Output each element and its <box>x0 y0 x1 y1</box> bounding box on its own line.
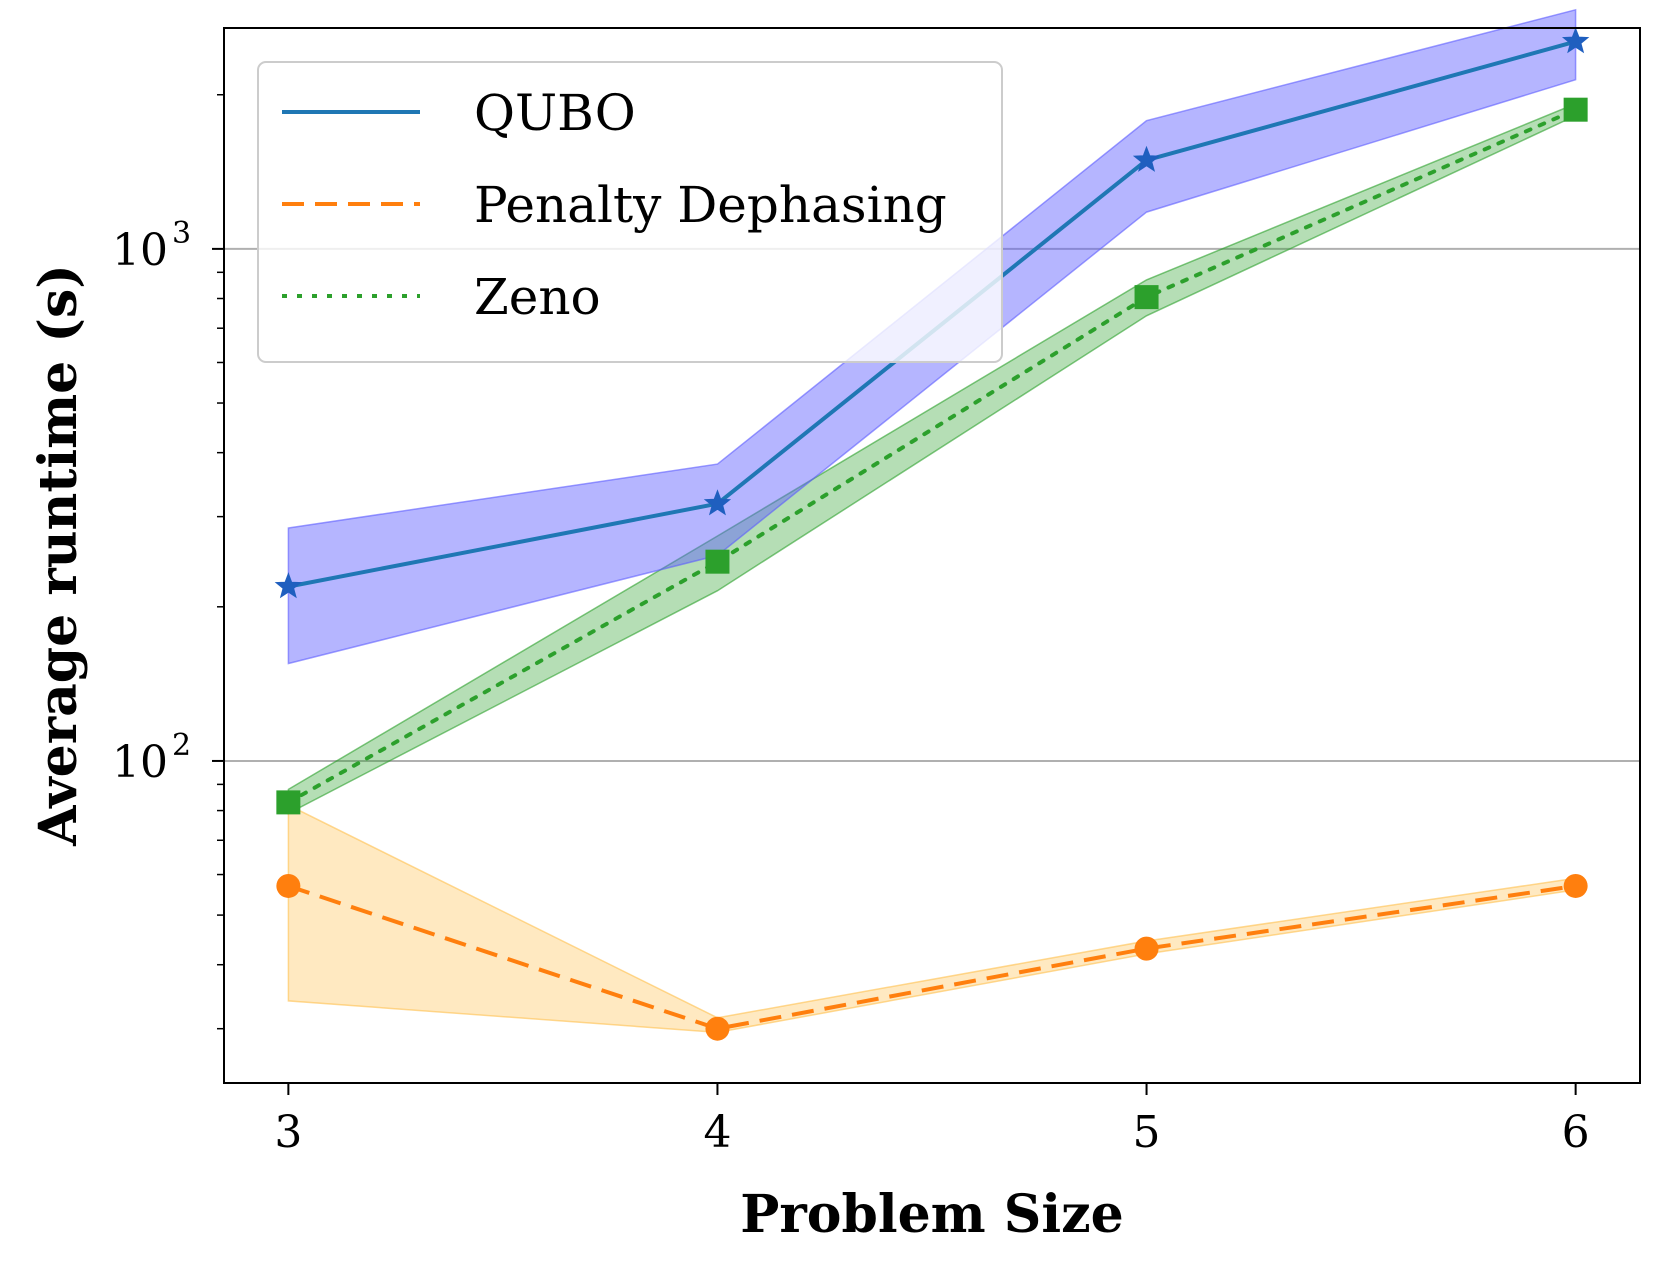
x-tick-label: 4 <box>703 1107 731 1158</box>
legend-label: QUBO <box>474 84 636 142</box>
axis-ticks <box>212 93 1577 1095</box>
series-markers <box>274 27 1590 1041</box>
marker-penalty-dephasing <box>276 873 301 898</box>
x-tick-label: 5 <box>1133 1107 1161 1158</box>
line-penalty-dephasing <box>287 884 1576 1031</box>
legend-label: Zeno <box>474 268 601 326</box>
marker-penalty-dephasing <box>1134 936 1159 961</box>
legend-label: Penalty Dephasing <box>474 176 947 234</box>
marker-zeno <box>276 790 301 815</box>
marker-zeno <box>1563 97 1588 122</box>
marker-qubo <box>274 572 303 599</box>
marker-penalty-dephasing <box>705 1016 730 1041</box>
legend-box <box>257 61 1003 363</box>
y-tick-exponent: 2 <box>172 728 191 763</box>
x-tick-label: 6 <box>1562 1107 1590 1158</box>
tick-labels: 10 210 33 4 5 6 <box>112 216 1590 1158</box>
y-axis-title: Average runtime (s) <box>28 264 89 847</box>
line-zeno <box>286 107 1578 805</box>
marker-zeno <box>1134 285 1159 310</box>
y-tick-exponent: 3 <box>172 216 191 251</box>
plot-frame <box>223 27 1641 1084</box>
y-tick-label: 10 <box>112 737 168 788</box>
legend-entries: QUBO Penalty Dephasing Zeno <box>282 84 947 326</box>
marker-zeno <box>705 549 730 574</box>
legend: QUBO Penalty Dephasing Zeno <box>257 61 1003 363</box>
x-tick-label: 3 <box>274 1107 302 1158</box>
marker-qubo <box>1132 145 1161 172</box>
marker-qubo <box>1561 27 1590 54</box>
marker-penalty-dephasing <box>1563 873 1588 898</box>
marker-qubo <box>703 489 732 516</box>
y-tick-label: 10 <box>112 225 168 276</box>
x-axis-title: Problem Size <box>740 1184 1123 1245</box>
